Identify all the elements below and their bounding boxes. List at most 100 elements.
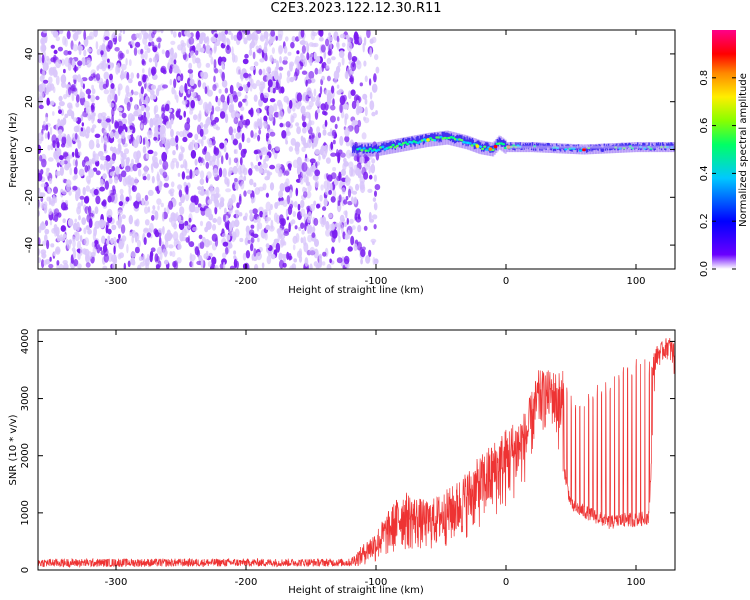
spectrogram-cell: [285, 127, 290, 135]
spectrogram-cell: [117, 209, 123, 216]
spectrogram-cell: [44, 234, 48, 242]
spectrogram-cell: [332, 189, 337, 198]
spectrogram-cell: [57, 129, 63, 136]
spectrogram-cell: [422, 138, 426, 141]
spectrogram-cell: [655, 142, 658, 148]
spectrogram-cell: [157, 42, 161, 49]
spectrogram-cell: [194, 133, 199, 141]
spectrogram-cell: [250, 212, 253, 219]
spectrogram-cell: [132, 163, 138, 172]
spectrogram-cell: [419, 135, 421, 143]
spectrogram-cell: [38, 56, 42, 64]
spectrogram-cell: [239, 237, 244, 243]
spectrogram-cell: [352, 120, 359, 126]
spectrogram-cell: [300, 105, 306, 115]
spectrogram-cell: [306, 79, 312, 84]
spectrogram-cell: [333, 70, 340, 80]
spectrogram-cell: [170, 47, 174, 56]
spectrogram-cell: [43, 201, 48, 208]
spectrogram-cell: [136, 162, 142, 169]
spectrogram-cell: [236, 91, 242, 97]
spectrogram-cell: [278, 259, 285, 269]
spectrogram-cell: [246, 137, 251, 144]
spectrogram-cell: [389, 141, 391, 149]
spectrogram-cell: [602, 147, 605, 152]
spectrogram-cell: [286, 70, 291, 77]
spectrogram-cell: [40, 87, 44, 92]
snr-frame: [37, 329, 676, 571]
spectrogram-cell: [189, 78, 195, 87]
spectrogram-cell: [548, 143, 550, 148]
spectrogram-cell: [43, 79, 49, 84]
spectrogram-cell: [411, 136, 413, 144]
spectrogram-cell: [325, 64, 330, 69]
spectrogram-cell: [87, 251, 93, 260]
spectrogram-cell: [431, 133, 433, 141]
spectrogram-cell: [176, 257, 182, 264]
spectrogram-cell: [275, 79, 279, 89]
spectrogram-cell: [251, 196, 254, 204]
spectrogram-cell: [249, 178, 254, 186]
spectrogram-cell: [433, 139, 437, 142]
spectrogram-cell: [247, 239, 251, 244]
spectrogram-cell: [92, 158, 96, 165]
spectrogram-cell: [389, 145, 393, 149]
spectrogram-cell: [425, 134, 428, 142]
spectrogram-xtick-label: 0: [503, 276, 509, 287]
spectrogram-cell: [197, 79, 202, 88]
spectrogram-cell: [40, 222, 46, 230]
spectrogram-cell: [88, 168, 95, 178]
spectrogram-cell: [53, 150, 59, 160]
spectrogram-cell: [222, 241, 229, 247]
spectrogram-cell: [179, 206, 185, 215]
spectrogram-cell: [332, 167, 337, 172]
spectrogram-cell: [236, 31, 243, 41]
spectrogram-cell: [554, 146, 557, 152]
spectrogram-cell: [424, 134, 427, 141]
spectrogram-cell: [47, 131, 50, 140]
spectrogram-cell: [302, 121, 307, 128]
spectrogram-cell: [172, 213, 178, 222]
spectrogram-cell: [312, 174, 319, 181]
spectrogram-cell: [144, 194, 149, 201]
spectrogram-cell: [236, 66, 242, 75]
spectrogram-cell: [211, 224, 217, 231]
spectrogram-cell: [198, 234, 203, 240]
spectrogram-cell: [224, 176, 229, 185]
spectrogram-cell: [233, 250, 237, 255]
spectrogram-cell: [301, 70, 308, 75]
spectrogram-cell: [182, 159, 187, 169]
spectrogram-cell: [265, 224, 271, 230]
spectrogram-cell: [178, 201, 182, 207]
spectrogram-cell: [352, 146, 354, 154]
spectrogram-cell: [560, 147, 562, 152]
spectrogram-cell: [67, 109, 73, 117]
spectrogram-cell: [244, 53, 249, 59]
spectrogram-cell: [68, 190, 72, 196]
spectrogram-cell: [296, 250, 302, 259]
spectrogram-cell: [296, 156, 302, 166]
spectrogram-cell: [95, 41, 99, 50]
spectrogram-cell: [228, 157, 232, 166]
spectrogram-cell: [330, 152, 337, 157]
spectrogram-cell: [126, 49, 129, 54]
spectrogram-cell: [345, 149, 352, 159]
spectrogram-cell: [360, 258, 363, 265]
spectrogram-cell: [119, 188, 124, 195]
spectrogram-cell: [181, 99, 188, 105]
spectrogram-cell: [267, 79, 273, 88]
spectrogram-cell: [72, 87, 78, 92]
spectrogram-cell: [264, 232, 268, 241]
spectrogram-cell: [152, 46, 158, 52]
spectrogram-cell: [81, 217, 87, 226]
spectrogram-cell: [207, 199, 213, 205]
spectrogram-cell: [276, 228, 282, 235]
spectrogram-cell: [311, 232, 316, 239]
spectrogram-cell: [109, 146, 114, 152]
spectrogram-cell: [129, 232, 133, 237]
spectrogram-cell: [132, 185, 135, 191]
spectrogram-cell: [324, 119, 328, 127]
spectrogram-cell: [345, 210, 348, 219]
